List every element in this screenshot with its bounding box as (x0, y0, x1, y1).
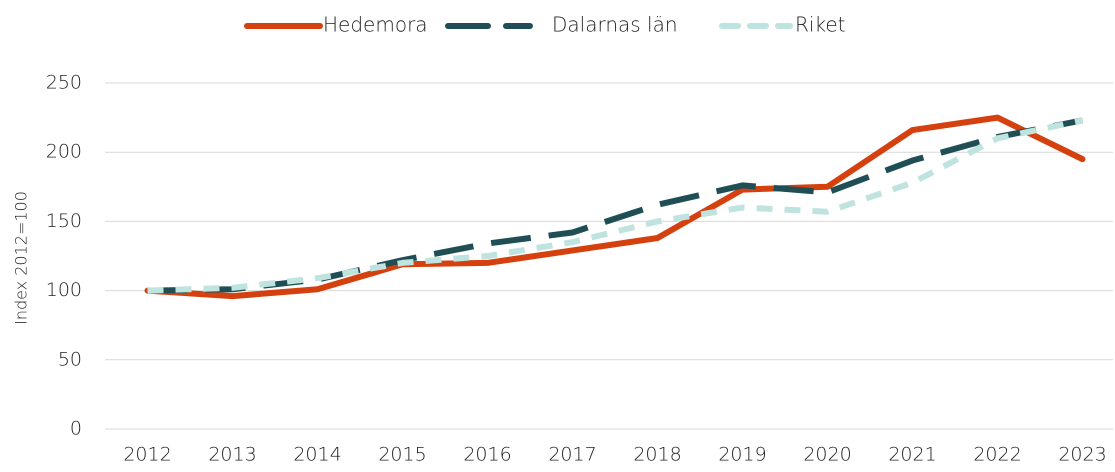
x-tick-label: 2022 (973, 444, 1021, 466)
x-tick-label: 2016 (463, 444, 511, 466)
x-tick-label: 2014 (293, 444, 341, 466)
x-tick-label: 2019 (718, 444, 766, 466)
y-axis-label: Index 2012=100 (12, 191, 31, 325)
y-tick-label: 200 (46, 141, 82, 163)
x-tick-label: 2012 (123, 444, 171, 466)
x-tick-label: 2021 (888, 444, 936, 466)
series-line (147, 117, 1084, 294)
x-tick-label: 2015 (378, 444, 426, 466)
legend-label: Dalarnas län (552, 13, 678, 37)
y-tick-label: 50 (58, 348, 82, 370)
x-tick-label: 2018 (633, 444, 681, 466)
x-tick-label: 2017 (548, 444, 596, 466)
series-line (147, 117, 1084, 294)
y-tick-label: 150 (46, 210, 82, 232)
y-tick-label: 0 (70, 418, 82, 440)
legend-label: Riket (795, 13, 845, 37)
y-tick-label: 100 (46, 279, 82, 301)
y-tick-label: 250 (46, 72, 82, 94)
series-line (144, 114, 1086, 300)
legend-label: Hedemora (323, 13, 428, 37)
x-tick-label: 2023 (1058, 444, 1106, 466)
x-tick-label: 2020 (803, 444, 851, 466)
x-tick-label: 2013 (208, 444, 256, 466)
